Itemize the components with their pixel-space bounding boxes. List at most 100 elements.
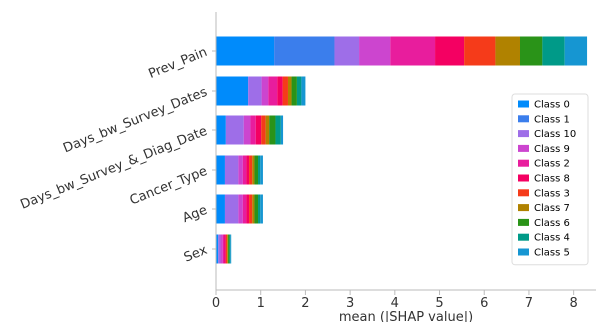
legend-label: Class 5 (534, 248, 570, 259)
bar-segment (274, 36, 335, 66)
bar-segment (282, 76, 288, 106)
bar-segment (277, 76, 283, 106)
bar-segment (224, 234, 226, 264)
x-axis-title: mean (|SHAP value|) (339, 310, 473, 322)
bar-segment (254, 194, 259, 224)
bar-segment (216, 155, 225, 185)
bar-segment (495, 36, 520, 66)
bar-segment (216, 234, 219, 264)
x-tick-label: 8 (570, 296, 578, 311)
bar-segment (564, 36, 588, 66)
bar-segment (280, 115, 284, 145)
bar-segment (260, 155, 263, 185)
bar-segment (249, 194, 253, 224)
bar-segment (301, 76, 306, 106)
legend-swatch (518, 174, 529, 182)
legend-label: Class 10 (534, 129, 576, 140)
bar-segment (216, 115, 226, 145)
bar-segment (291, 76, 297, 106)
bar-segment (230, 234, 232, 264)
bar-segment (520, 36, 543, 66)
bar-segment (250, 115, 256, 145)
bar-segment (246, 155, 250, 185)
bar-segment (238, 155, 243, 185)
bar-segment (258, 155, 261, 185)
bar-segment (243, 115, 251, 145)
x-axis-ticks: 0 1 2 3 4 5 6 7 8 (212, 290, 578, 311)
legend-swatch (518, 233, 529, 241)
y-axis-category-labels: Prev_PainDays_bw_Survey_DatesDays_bw_Sur… (18, 45, 216, 266)
legend-label: Class 2 (534, 159, 570, 170)
bar-segment (296, 76, 302, 106)
legend-swatch (518, 159, 529, 167)
bar-segment (220, 234, 223, 264)
y-category-label: Prev_Pain (146, 45, 209, 82)
legend-swatch (518, 100, 529, 108)
x-tick-label: 4 (391, 296, 399, 311)
legend: Class 0 Class 1 Class 10 Class 9 Class 2 Clas… (511, 93, 589, 266)
bar-segment (269, 115, 276, 145)
legend-frame (511, 93, 589, 266)
bar-segment (228, 234, 230, 264)
bar-segment (254, 155, 259, 185)
x-tick-label: 1 (257, 296, 265, 311)
y-category-label: Age (181, 203, 210, 226)
bar-segment (265, 115, 270, 145)
y-category-label: Sex (182, 243, 210, 266)
legend-swatch (518, 189, 529, 197)
bar-segment (542, 36, 565, 66)
bar-segment (258, 194, 261, 224)
legend-items: Class 0 Class 1 Class 10 Class 9 Class 2 Clas… (518, 100, 576, 259)
legend-swatch (518, 130, 529, 138)
bar-segment (390, 36, 436, 66)
legend-swatch (518, 248, 529, 256)
bar-segment (242, 155, 247, 185)
legend-label: Class 8 (534, 174, 570, 185)
bar-segment (238, 194, 243, 224)
bars-group (216, 36, 588, 264)
x-tick-label: 5 (435, 296, 443, 311)
bar-segment (261, 115, 266, 145)
bar-segment (222, 234, 225, 264)
bar-segment (242, 194, 247, 224)
bar-segment (261, 76, 269, 106)
bar-segment (224, 155, 239, 185)
bar-segment (287, 76, 292, 106)
bar-segment (246, 194, 250, 224)
bar-segment (252, 194, 255, 224)
x-tick-label: 7 (525, 296, 533, 311)
bar-segment (249, 155, 253, 185)
bar-segment (464, 36, 496, 66)
bar-segment (260, 194, 263, 224)
bar-segment (216, 36, 275, 66)
bar-segment (218, 234, 221, 264)
bar-segment (227, 234, 229, 264)
x-tick-label: 0 (212, 296, 220, 311)
legend-swatch (518, 144, 529, 152)
bar-segment (248, 76, 262, 106)
bar-segment (216, 194, 225, 224)
legend-swatch (518, 218, 529, 226)
x-tick-label: 3 (346, 296, 354, 311)
bar-segment (225, 234, 228, 264)
bar-segment (435, 36, 465, 66)
bar-segment (224, 194, 239, 224)
y-category-label: Cancer_Type (128, 164, 210, 209)
bar-segment (268, 76, 278, 106)
bar-segment (225, 115, 244, 145)
legend-label: Class 1 (534, 114, 570, 125)
legend-label: Class 7 (534, 203, 570, 214)
legend-label: Class 6 (534, 218, 570, 229)
legend-swatch (518, 204, 529, 212)
bar-segment (334, 36, 360, 66)
bar-segment (216, 76, 249, 106)
legend-label: Class 3 (534, 188, 570, 199)
x-tick-label: 2 (301, 296, 309, 311)
x-tick-label: 6 (480, 296, 488, 311)
legend-swatch (518, 115, 529, 123)
legend-label: Class 0 (534, 100, 570, 111)
bar-segment (229, 234, 231, 264)
bar-segment (275, 115, 281, 145)
legend-label: Class 4 (534, 233, 570, 244)
